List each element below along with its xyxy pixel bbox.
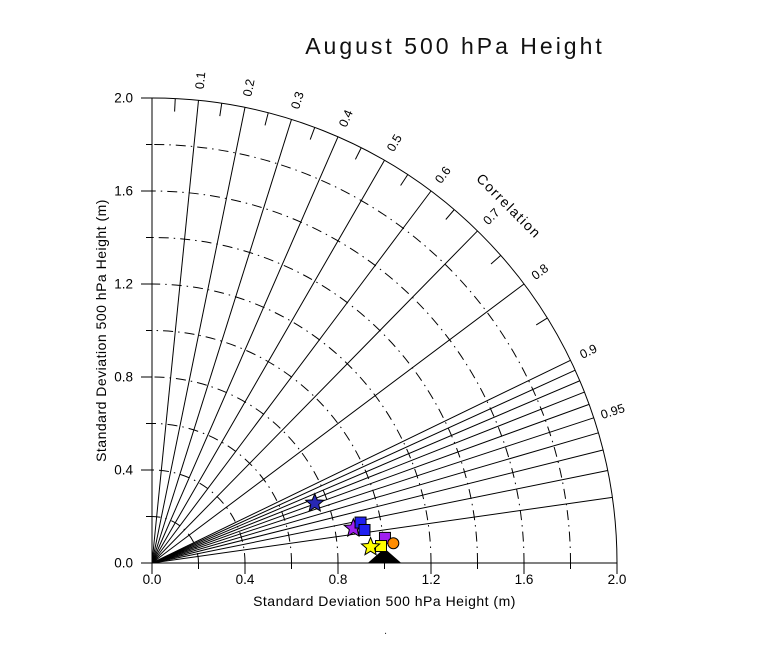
correlation-ray-label: 0.8 <box>529 261 551 283</box>
correlation-axis-title: Correlation <box>473 170 544 241</box>
correlation-ray <box>151 190 432 564</box>
correlation-rays <box>151 100 613 564</box>
marker-orange-circle <box>387 537 400 550</box>
rim-tick <box>174 98 176 112</box>
correlation-ray-label: 0.3 <box>288 90 307 111</box>
correlation-ray <box>151 391 585 564</box>
correlation-ray-label: 0.5 <box>384 132 405 154</box>
axis-tick-labels: 0.0 0.0 0.4 0.4 0.8 0.8 1.2 1.2 1.6 1.6 2.0 2.0 <box>114 91 626 588</box>
y-tick-label: 0.0 <box>114 556 133 571</box>
x-tick-label: 0.8 <box>329 572 348 587</box>
x-tick-label: 2.0 <box>608 572 627 587</box>
correlation-ray <box>151 449 604 564</box>
correlation-ray <box>151 107 246 564</box>
correlation-ray <box>151 119 292 564</box>
std-arc <box>151 190 525 564</box>
correlation-ray <box>151 283 525 564</box>
outer-rim-arc <box>151 97 618 564</box>
std-arc <box>151 237 478 564</box>
rim-tick <box>445 209 455 220</box>
x-tick-label: 1.2 <box>422 572 441 587</box>
correlation-ray <box>151 100 199 564</box>
rim-tick <box>535 317 548 326</box>
correlation-ray-label: 0.2 <box>240 78 257 98</box>
correlation-ray <box>151 369 576 564</box>
y-axis-title: Standard Deviation 500 hPa Height (m) <box>93 199 109 462</box>
stray-dot: . <box>384 625 388 637</box>
correlation-ray <box>151 380 580 564</box>
chart-title: August 500 hPa Height <box>305 33 605 59</box>
y-tick-label: 2.0 <box>114 91 133 106</box>
marker-blue-star <box>304 492 326 513</box>
correlation-ray-label: 0.7 <box>480 206 502 228</box>
y-tick-label: 0.8 <box>114 370 133 385</box>
correlation-ray <box>151 136 339 564</box>
correlation-ray <box>151 359 571 564</box>
std-arc <box>151 423 292 564</box>
marker-yellow-star <box>360 536 381 556</box>
std-arc <box>151 283 432 564</box>
correlation-ray <box>151 469 608 564</box>
std-arc <box>151 469 246 564</box>
y-tick-label: 0.4 <box>114 463 133 478</box>
rim-tick <box>219 103 223 117</box>
correlation-ray <box>151 417 594 564</box>
marker-black-triangle-reference <box>367 548 402 564</box>
rim-tick <box>490 255 502 265</box>
correlation-ray <box>151 496 613 564</box>
y-tick-label: 1.6 <box>114 184 133 199</box>
data-markers <box>304 492 402 564</box>
rim-ticks <box>174 98 548 326</box>
std-arc-grid <box>151 144 571 564</box>
x-tick-label: 0.0 <box>143 572 162 587</box>
correlation-ray-label: 0.4 <box>336 108 356 130</box>
x-tick-label: 1.6 <box>515 572 534 587</box>
x-tick-label: 0.4 <box>236 572 255 587</box>
correlation-ray-label: 0.95 <box>599 401 627 422</box>
correlation-ray-label: 0.6 <box>432 164 454 186</box>
x-axis-title: Standard Deviation 500 hPa Height (m) <box>253 593 516 609</box>
correlation-ray-label: 0.1 <box>193 71 209 90</box>
std-arc <box>151 144 571 564</box>
correlation-ray <box>151 403 590 564</box>
marker-blue-square-2 <box>358 523 371 536</box>
correlation-ray <box>151 160 385 564</box>
y-tick-label: 1.2 <box>114 277 133 292</box>
correlation-ray <box>151 230 478 564</box>
correlation-ray-label: 0.9 <box>578 341 600 361</box>
std-arc <box>151 330 385 564</box>
rim-tick <box>400 174 409 186</box>
correlation-ray <box>151 432 599 564</box>
std-arc <box>151 516 199 564</box>
rim-tick <box>264 112 269 126</box>
rim-tick <box>309 127 316 140</box>
rim-tick <box>354 147 362 160</box>
